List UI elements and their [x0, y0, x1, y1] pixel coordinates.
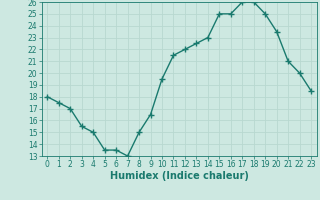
X-axis label: Humidex (Indice chaleur): Humidex (Indice chaleur) — [110, 171, 249, 181]
